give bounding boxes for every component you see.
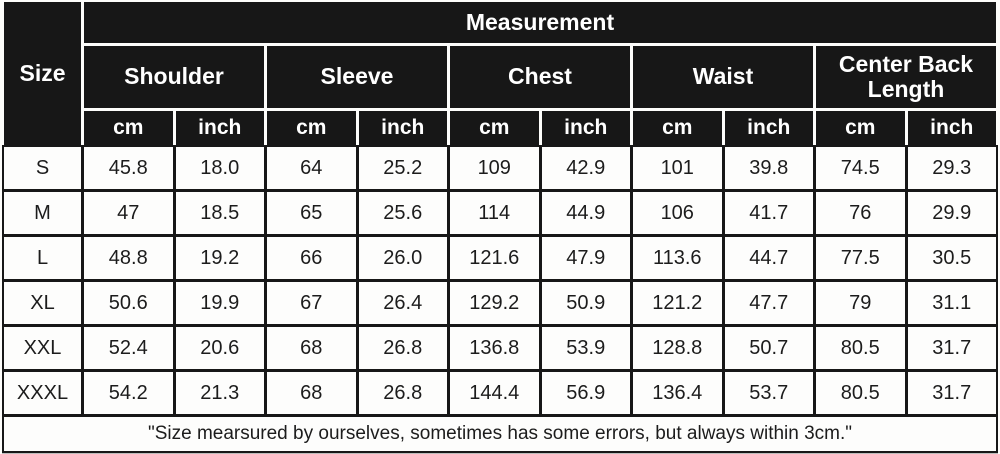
measurement-value: 26.8 xyxy=(358,372,447,414)
measurement-value: 47 xyxy=(84,192,173,234)
measurement-value: 50.6 xyxy=(84,282,173,324)
size-row-label: XL xyxy=(4,282,81,324)
group-header-center-back-length: Center Back Length xyxy=(816,46,996,108)
measurement-value: 48.8 xyxy=(84,237,173,279)
unit-header: inch xyxy=(541,111,630,145)
measurement-value: 18.0 xyxy=(175,147,264,189)
measurement-value: 20.6 xyxy=(175,327,264,369)
measurement-value: 31.7 xyxy=(907,372,996,414)
measurement-value: 39.8 xyxy=(724,147,813,189)
measurement-value: 26.0 xyxy=(358,237,447,279)
group-header-chest: Chest xyxy=(450,46,630,108)
measurement-value: 29.3 xyxy=(907,147,996,189)
measurement-value: 74.5 xyxy=(816,147,905,189)
measurement-value: 80.5 xyxy=(816,327,905,369)
unit-header: inch xyxy=(724,111,813,145)
measurement-value: 77.5 xyxy=(816,237,905,279)
measurement-value: 101 xyxy=(633,147,722,189)
measurement-value: 113.6 xyxy=(633,237,722,279)
measurement-value: 26.4 xyxy=(358,282,447,324)
unit-header: inch xyxy=(907,111,996,145)
measurement-value: 56.9 xyxy=(541,372,630,414)
size-row-label: XXL xyxy=(4,327,81,369)
measurement-value: 109 xyxy=(450,147,539,189)
measurement-value: 42.9 xyxy=(541,147,630,189)
measurement-value: 106 xyxy=(633,192,722,234)
measurement-value: 121.2 xyxy=(633,282,722,324)
unit-header: cm xyxy=(450,111,539,145)
measurement-value: 136.8 xyxy=(450,327,539,369)
measurement-value: 64 xyxy=(267,147,356,189)
measurement-value: 53.9 xyxy=(541,327,630,369)
measurement-value: 31.7 xyxy=(907,327,996,369)
measurement-value: 31.1 xyxy=(907,282,996,324)
measurement-value: 25.6 xyxy=(358,192,447,234)
measurement-value: 29.9 xyxy=(907,192,996,234)
measurement-value: 76 xyxy=(816,192,905,234)
measurement-value: 144.4 xyxy=(450,372,539,414)
unit-header: inch xyxy=(175,111,264,145)
measurement-value: 18.5 xyxy=(175,192,264,234)
measurement-value: 80.5 xyxy=(816,372,905,414)
measurement-value: 68 xyxy=(267,372,356,414)
unit-header: cm xyxy=(633,111,722,145)
measurement-header: Measurement xyxy=(84,2,996,43)
group-header-shoulder: Shoulder xyxy=(84,46,264,108)
measurement-value: 114 xyxy=(450,192,539,234)
measurement-value: 68 xyxy=(267,327,356,369)
measurement-value: 128.8 xyxy=(633,327,722,369)
unit-header: cm xyxy=(267,111,356,145)
size-row-label: L xyxy=(4,237,81,279)
measurement-value: 52.4 xyxy=(84,327,173,369)
measurement-value: 47.9 xyxy=(541,237,630,279)
measurement-value: 53.7 xyxy=(724,372,813,414)
footnote: "Size mearsured by ourselves, sometimes … xyxy=(4,417,996,451)
measurement-value: 66 xyxy=(267,237,356,279)
measurement-value: 44.7 xyxy=(724,237,813,279)
measurement-value: 25.2 xyxy=(358,147,447,189)
measurement-value: 136.4 xyxy=(633,372,722,414)
measurement-value: 129.2 xyxy=(450,282,539,324)
table-header: Size Measurement Shoulder Sleeve Chest W… xyxy=(2,2,998,145)
measurement-value: 50.7 xyxy=(724,327,813,369)
measurement-value: 50.9 xyxy=(541,282,630,324)
measurement-value: 21.3 xyxy=(175,372,264,414)
size-column-header: Size xyxy=(4,2,81,145)
unit-header: cm xyxy=(816,111,905,145)
unit-header: cm xyxy=(84,111,173,145)
measurement-value: 19.9 xyxy=(175,282,264,324)
group-header-sleeve: Sleeve xyxy=(267,46,447,108)
group-header-waist: Waist xyxy=(633,46,813,108)
size-row-label: XXXL xyxy=(4,372,81,414)
table-body: S 45.8 18.0 64 25.2 109 42.9 101 39.8 74… xyxy=(2,145,998,453)
measurement-value: 121.6 xyxy=(450,237,539,279)
measurement-value: 19.2 xyxy=(175,237,264,279)
measurement-value: 41.7 xyxy=(724,192,813,234)
measurement-value: 67 xyxy=(267,282,356,324)
size-row-label: M xyxy=(4,192,81,234)
size-row-label: S xyxy=(4,147,81,189)
measurement-value: 26.8 xyxy=(358,327,447,369)
unit-header: inch xyxy=(358,111,447,145)
measurement-value: 79 xyxy=(816,282,905,324)
measurement-value: 45.8 xyxy=(84,147,173,189)
measurement-value: 47.7 xyxy=(724,282,813,324)
measurement-value: 30.5 xyxy=(907,237,996,279)
measurement-value: 54.2 xyxy=(84,372,173,414)
measurement-value: 44.9 xyxy=(541,192,630,234)
measurement-value: 65 xyxy=(267,192,356,234)
